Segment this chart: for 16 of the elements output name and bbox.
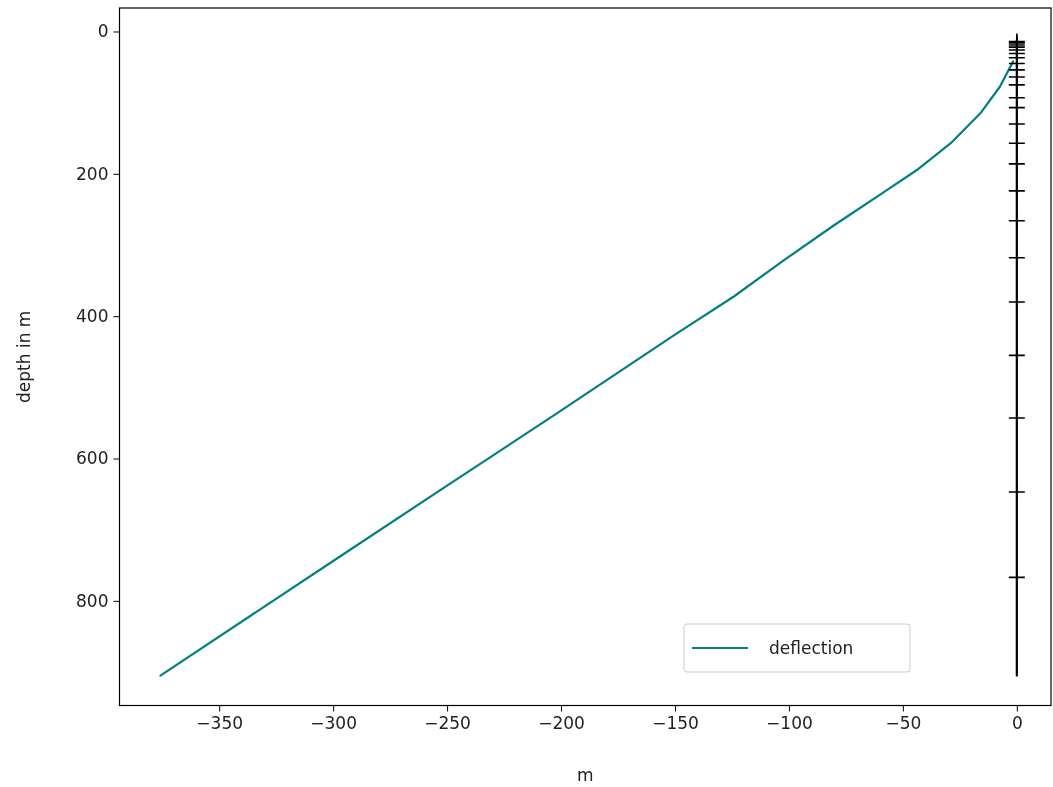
legend-label: deflection xyxy=(769,638,854,658)
x-tick-label: −150 xyxy=(652,712,699,733)
x-axis-title: m xyxy=(576,765,594,785)
y-tick-label: 600 xyxy=(76,448,109,469)
x-tick-label: −300 xyxy=(310,712,357,733)
x-tick-label: −50 xyxy=(885,712,922,733)
x-tick-label: −100 xyxy=(766,712,813,733)
x-tick-label: −250 xyxy=(424,712,471,733)
x-tick-label: −350 xyxy=(196,712,244,733)
x-tick-label: −200 xyxy=(538,712,585,733)
y-tick-label: 200 xyxy=(76,163,109,184)
y-tick-label: 800 xyxy=(76,590,109,611)
y-tick-label: 0 xyxy=(97,21,109,42)
y-tick-label: 400 xyxy=(76,306,109,327)
x-tick-label: 0 xyxy=(1011,712,1023,733)
y-axis-title: depth in m xyxy=(14,310,34,403)
